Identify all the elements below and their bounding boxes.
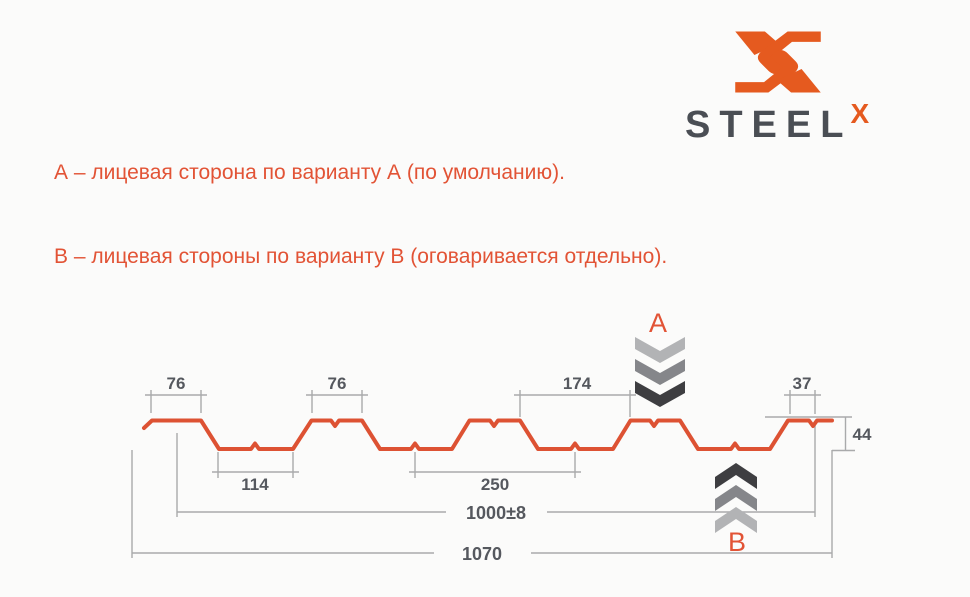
dimension-lines: [131, 390, 855, 558]
dim-label-crest-mid: 76: [328, 374, 347, 393]
brand-x-bottom-right-arm: [777, 68, 821, 93]
note-variant-b: В – лицевая стороны по варианту В (огова…: [54, 245, 668, 268]
chevron-up-icon: [715, 507, 757, 533]
dim-label-edge-flat: 37: [793, 374, 812, 393]
chevron-up-icon: [715, 485, 757, 511]
dim-label-crest-gap: 174: [563, 374, 592, 393]
brand-logo: STEELX: [660, 0, 940, 160]
dim-label-useful-width: 1000±8: [466, 503, 526, 523]
dim-lines-edge-flat: [784, 390, 821, 414]
chevron-down-icon: [635, 359, 685, 385]
brand-wordmark: STEELX: [685, 98, 940, 147]
side-a-chevrons-icon: [635, 337, 685, 407]
dim-lines-overall-width: [131, 450, 833, 558]
chevron-up-icon: [715, 463, 757, 489]
chevron-down-icon: [635, 337, 685, 363]
dim-label-overall-width: 1070: [462, 544, 502, 564]
brand-name: STEEL: [685, 104, 853, 146]
brand-x-icon: [735, 31, 821, 93]
chevron-down-icon: [635, 381, 685, 407]
dim-lines-crest-gap: [514, 390, 636, 417]
side-b-label: B: [728, 527, 746, 557]
dim-label-height: 44: [853, 425, 872, 444]
dim-lines-valley: [212, 452, 299, 478]
dim-lines-pitch: [409, 452, 581, 478]
dim-lines-crest-mid: [306, 390, 368, 413]
brand-superscript: X: [850, 98, 870, 129]
note-variant-a: А – лицевая сторона по варианту А (по ум…: [54, 161, 565, 184]
dim-label-pitch: 250: [481, 475, 509, 494]
dim-lines-height: [765, 416, 855, 452]
brand-x-top-left-arm: [735, 31, 779, 56]
side-b-chevrons-icon: [715, 463, 757, 533]
side-a-label: A: [649, 308, 667, 338]
sheet-profile-outline: [142, 418, 834, 451]
dim-label-crest-left: 76: [167, 374, 186, 393]
dim-label-valley: 114: [241, 475, 269, 494]
brand-x-top-right-hook: [757, 31, 821, 75]
dim-lines-useful-width: [176, 423, 816, 517]
dim-lines-crest-left: [145, 390, 207, 413]
